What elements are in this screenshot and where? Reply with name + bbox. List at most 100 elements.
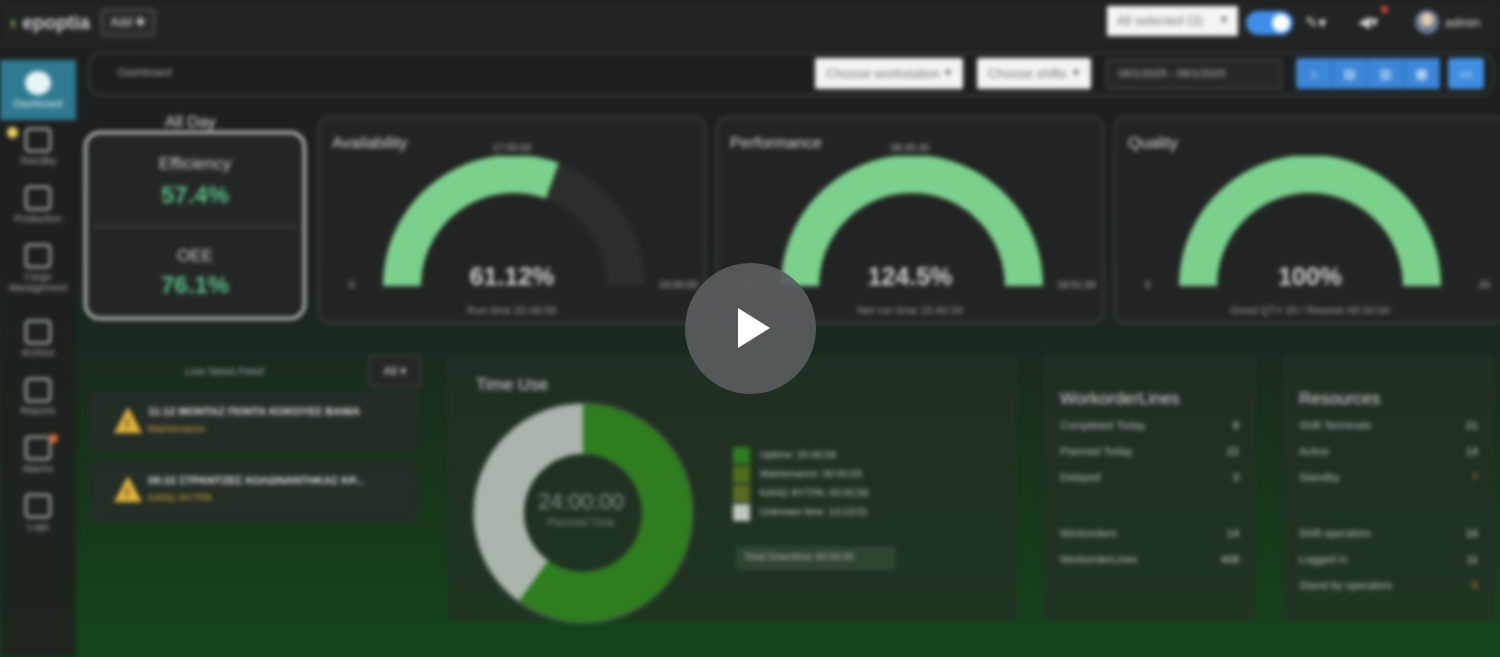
- sidebar-item-production[interactable]: Production: [0, 186, 76, 225]
- sidebar-item-label: Dashboard: [13, 99, 63, 110]
- stat-row: Standby 7: [1299, 472, 1478, 484]
- stat-label: Active: [1299, 446, 1329, 458]
- grid-icon: ▥: [1379, 66, 1392, 81]
- panel-icon: ▦: [1415, 66, 1428, 81]
- add-button[interactable]: Add ✚: [101, 9, 155, 36]
- news-item-title: 09:22 ΣΤΡΑΝΤΖΕΣ ΚΟΛΩΝΑΝΤΗΚΑΣ ΚΡ...: [148, 475, 365, 487]
- period-label: All Day: [165, 114, 216, 131]
- monitor-icon: ▭: [1459, 66, 1473, 81]
- legend-swatch: [733, 447, 750, 464]
- stat-row: Active 14: [1299, 446, 1478, 458]
- list-view-button[interactable]: ▤: [1332, 58, 1368, 89]
- resources-card: Resources Shift Terminals 21 Active 14 Sta…: [1282, 355, 1495, 621]
- workorder-lines-card: WorkorderLines Completed Today 8 Planned …: [1043, 355, 1256, 621]
- sidebar: [0, 46, 76, 657]
- stat-value: 16: [1465, 528, 1478, 540]
- shift-select-value: Choose shifts: [988, 66, 1067, 81]
- stat-row: Workorders 14: [1060, 528, 1239, 540]
- user-menu[interactable]: admin: [1445, 15, 1481, 30]
- list-icon: ▤: [1343, 66, 1356, 81]
- sidebar-item-reports[interactable]: Reports: [0, 378, 76, 417]
- toggle-knob: [1272, 14, 1290, 32]
- workstation-select[interactable]: Choose workstation ▼: [815, 58, 963, 89]
- filter-bar: [88, 52, 1494, 96]
- monitor-view-button[interactable]: ▭: [1448, 58, 1484, 89]
- donut-segment-uptime: [474, 404, 692, 622]
- avatar[interactable]: [1415, 10, 1439, 34]
- shift-select[interactable]: Choose shifts ▼: [977, 58, 1091, 89]
- app-logo[interactable]: ‹ epoptia: [10, 13, 90, 35]
- chevron-down-icon: ▼: [1219, 15, 1229, 26]
- legend-swatch: [733, 466, 750, 483]
- sidebar-item-archive[interactable]: Archive: [0, 320, 76, 359]
- warning-mark: !: [125, 485, 130, 500]
- legend-item: ΚΑΝΩ ΦΥΤΡΑ: 00:00:59: [733, 485, 868, 504]
- alarm-icon: [25, 436, 51, 460]
- notifications-icon[interactable]: ◀▾: [1358, 14, 1379, 31]
- production-icon: [25, 186, 51, 210]
- planned-time-value: 24:00:00: [538, 489, 624, 514]
- stat-row: Shift Terminals 21: [1299, 420, 1478, 432]
- news-item-title: 11:12 ΜΟΝΤΑΖ ΠΟΝΤΑ ΚΟΚΟΥΕΣ ΒΑΝΙΑ: [148, 406, 361, 418]
- gauge-value: 100%: [1278, 263, 1342, 291]
- stat-row: Completed Today 8: [1060, 420, 1239, 432]
- performance-gauge: [781, 156, 1043, 287]
- selection-dropdown[interactable]: All selected (3) ▼: [1107, 6, 1238, 36]
- sidebar-item-label: Archive: [21, 348, 55, 359]
- oee-label: OEE: [177, 246, 213, 265]
- home-view-button[interactable]: ⌂: [1296, 58, 1332, 89]
- notification-badge: [1381, 6, 1388, 13]
- gauge-subtitle: Run time 20:46:56: [467, 305, 557, 317]
- news-feed-title: Live News Feed: [185, 366, 264, 378]
- news-filter-select[interactable]: All ▾: [369, 355, 421, 387]
- sidebar-item-cargo[interactable]: Cargo Management: [0, 244, 76, 294]
- alarm-badge: [49, 434, 58, 443]
- stat-value: 11: [1466, 554, 1478, 566]
- availability-gauge: [383, 156, 645, 287]
- stat-value: 14: [1226, 528, 1239, 540]
- top-bar: ‹ epoptia Add ✚ All selected (3) ▼ ✎▾ ◀▾ a…: [0, 0, 1500, 46]
- logo-mark-icon: ‹: [10, 13, 17, 34]
- panel-view-button[interactable]: ▦: [1404, 58, 1440, 89]
- stat-row: Shift operators 16: [1299, 528, 1478, 540]
- stat-value: 7: [1471, 472, 1478, 484]
- gauge-min: 0: [349, 280, 355, 291]
- star-icon: [7, 127, 18, 138]
- gauge-title: Performance: [730, 135, 822, 152]
- oee-value: 76.1%: [160, 272, 230, 299]
- gauge-title: Quality: [1128, 135, 1178, 152]
- sidebar-item-standby[interactable]: Standby: [0, 128, 76, 167]
- news-item[interactable]: ! 09:22 ΣΤΡΑΝΤΖΕΣ ΚΟΛΩΝΑΝΤΗΚΑΣ ΚΡ... ΚΑΝ…: [90, 461, 418, 521]
- sidebar-item-logs[interactable]: Logs: [0, 494, 76, 533]
- play-button[interactable]: [685, 263, 816, 394]
- grid-view-button[interactable]: ▥: [1368, 58, 1404, 89]
- gauge-max: 24:00:00: [659, 280, 698, 291]
- planned-time-label: Planned Time: [547, 517, 615, 529]
- stat-row: Planned Today 22: [1060, 446, 1239, 458]
- gauge-value: 61.12%: [469, 263, 555, 291]
- stat-label: WorkorderLines: [1060, 554, 1138, 566]
- sidebar-item-label: Cargo Management: [8, 272, 68, 294]
- stat-label: Delayed: [1060, 472, 1101, 484]
- news-item[interactable]: ! 11:12 ΜΟΝΤΑΖ ΠΟΝΤΑ ΚΟΚΟΥΕΣ ΒΑΝΙΑ Maint…: [90, 392, 418, 452]
- mode-toggle[interactable]: [1246, 11, 1293, 35]
- stat-value: 14: [1465, 446, 1478, 458]
- stat-label: Standby: [1299, 472, 1340, 484]
- efficiency-card: Efficiency 57.4% OEE 76.1%: [84, 131, 306, 320]
- sidebar-item-dashboard[interactable]: Dashboard: [0, 60, 76, 120]
- sidebar-item-alarms[interactable]: Alarms: [0, 436, 76, 475]
- availability-card: Availability 17:00:00 0 24:00:00 61.12% …: [318, 116, 706, 324]
- stat-label: Logged in: [1299, 554, 1348, 566]
- warning-icon: [114, 476, 142, 502]
- tools-icon[interactable]: ✎▾: [1305, 15, 1327, 32]
- legend-label: Uptime: 20:46:56: [760, 450, 837, 461]
- stat-label: Shift operators: [1299, 528, 1371, 540]
- gauge-subtitle: Net run time 15:40:34: [857, 305, 963, 317]
- stat-value: 22: [1226, 446, 1239, 458]
- chart-icon: [25, 378, 51, 402]
- time-use-card: Time Use 24:00:00 Planned Time Uptime: 2…: [447, 355, 1017, 624]
- legend-item: Uptime: 20:46:56: [733, 447, 868, 466]
- stat-title: WorkorderLines: [1060, 389, 1180, 408]
- time-use-donut: [472, 402, 694, 624]
- date-range-input[interactable]: 06/1/2025 - 06/1/2025: [1106, 59, 1282, 89]
